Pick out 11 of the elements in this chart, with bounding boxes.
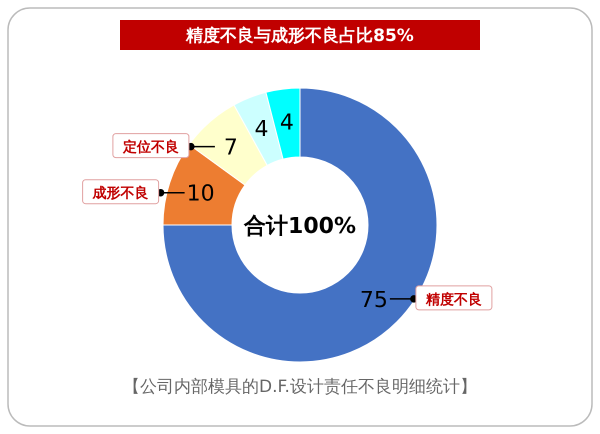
data-label: 4: [254, 116, 269, 142]
slice-label: 成形不良: [92, 184, 149, 202]
slice-label: 精度不良: [424, 290, 482, 308]
slice-label: 定位不良: [122, 138, 179, 156]
chart-title: 精度不良与成形不良占比85%: [185, 26, 414, 46]
data-label: 4: [280, 110, 294, 136]
data-label: 75: [360, 288, 388, 313]
text: 【公司内部模具的D.F.设计责任不良明细统计】: [123, 377, 477, 397]
data-label: 10: [186, 182, 215, 207]
data-label: 7: [224, 136, 238, 161]
text: 合计100%: [243, 214, 356, 239]
